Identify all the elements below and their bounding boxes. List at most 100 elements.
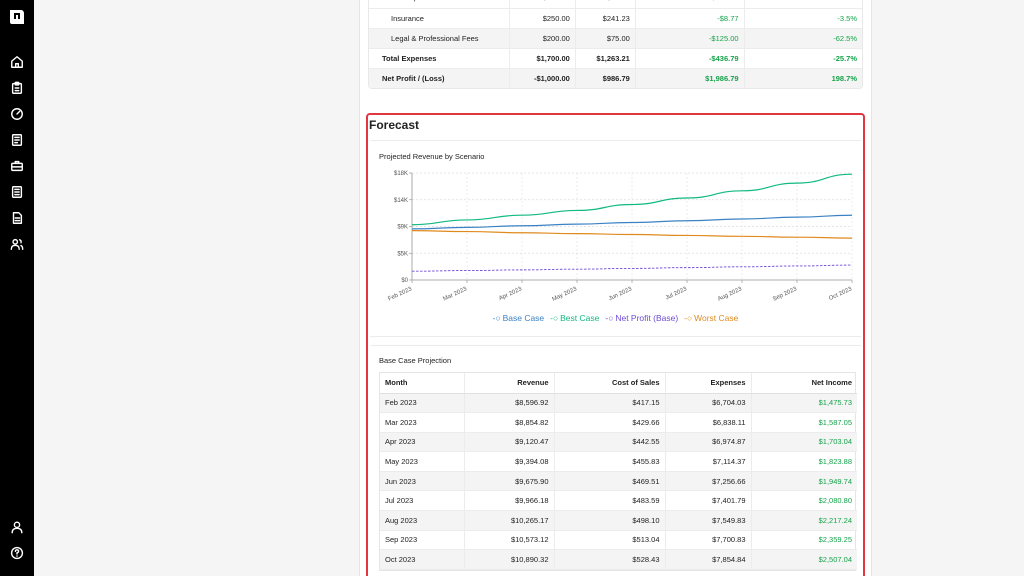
table-cell: $528.43 <box>554 549 666 570</box>
legend-line-marker-icon: -○ <box>605 313 614 323</box>
column-header[interactable]: Expenses <box>665 373 752 394</box>
table-row: Sep 2023 $10,573.12 $513.04 $7,700.83 $2,359… <box>380 530 857 551</box>
x-tick-label: Sep 2023 <box>772 286 798 303</box>
briefcase-icon[interactable] <box>10 159 24 173</box>
table-cell: $6,704.03 <box>665 393 752 414</box>
table-row: Mar 2023 $8,854.82 $429.66 $6,838.11 $1,587.… <box>380 412 857 433</box>
column-header[interactable]: Revenue <box>464 373 555 394</box>
home-icon[interactable] <box>10 55 24 69</box>
series-line-base-case <box>411 214 853 230</box>
table-cell: $2,359.25 <box>751 530 857 551</box>
table-row: May 2023 $9,394.08 $455.83 $7,114.37 $1,823.… <box>380 451 857 472</box>
legend-line-marker-icon: -○ <box>550 313 559 323</box>
table-cell: Apr 2023 <box>380 432 465 453</box>
clipboard-icon[interactable] <box>10 81 24 95</box>
y-tick-label: $9K <box>397 225 408 231</box>
gauge-icon[interactable] <box>10 107 24 121</box>
file-text-icon[interactable] <box>10 211 24 225</box>
document-icon[interactable] <box>10 185 24 199</box>
projection-title: Base Case Projection <box>379 356 452 365</box>
legend-item[interactable]: -○ Base Case <box>493 313 545 323</box>
table-cell: $455.83 <box>554 451 666 472</box>
pl-row: Total Expenses $1,700.00 $1,263.21 -$436.79… <box>369 48 862 69</box>
table-cell: $513.04 <box>554 530 666 551</box>
table-cell: $7,854.84 <box>665 549 752 570</box>
help-icon[interactable] <box>10 546 24 560</box>
pl-cell-actual: $1,263.21 <box>575 48 636 69</box>
table-cell: $1,475.73 <box>751 393 857 414</box>
table-cell: $1,703.04 <box>751 432 857 453</box>
y-tick-label: $14K <box>394 198 408 204</box>
pl-cell-budget: -$1,000.00 <box>509 68 576 88</box>
x-tick-label: Oct 2023 <box>828 286 853 302</box>
table-cell: $8,854.82 <box>464 412 555 433</box>
table-cell: $7,114.37 <box>665 451 752 472</box>
pl-cell-variance: -$8.77 <box>635 8 745 29</box>
column-header[interactable]: Month <box>380 373 465 394</box>
sidebar <box>0 0 34 576</box>
x-tick-label: Jun 2023 <box>608 286 634 302</box>
table-cell: $9,394.08 <box>464 451 555 472</box>
y-tick-label: $18K <box>394 171 408 177</box>
pl-cell-percent: 198.7% <box>744 68 862 88</box>
pl-cell-label: Net Profit / (Loss) <box>369 68 510 88</box>
table-row: Feb 2023 $8,596.92 $417.15 $6,704.03 $1,475.… <box>380 393 857 414</box>
pl-cell-percent: -25.7% <box>744 48 862 69</box>
chart-title: Projected Revenue by Scenario <box>379 152 485 161</box>
table-row: Oct 2023 $10,890.32 $528.43 $7,854.84 $2,507… <box>380 549 857 570</box>
pl-cell-percent: -86.6% <box>744 0 862 9</box>
x-tick-label: Jul 2023 <box>665 286 689 301</box>
legend-item[interactable]: -○ Net Profit (Base) <box>605 313 678 323</box>
revenue-scenario-chart: $0 $5K $9K $14K $18K Feb 2023 Mar 2023 Apr 2023… <box>387 171 853 303</box>
table-cell: $1,823.88 <box>751 451 857 472</box>
pl-row: Job Expenses$350.00$46.98-$303.02-86.6% <box>369 0 862 9</box>
series-line-worst-case <box>411 230 853 239</box>
table-cell: May 2023 <box>380 451 465 472</box>
table-cell: $9,675.90 <box>464 471 555 492</box>
table-row: Jun 2023 $9,675.90 $469.51 $7,256.66 $1,949.… <box>380 471 857 492</box>
column-header[interactable]: Net Income <box>751 373 857 394</box>
pl-cell-budget: $1,700.00 <box>509 48 576 69</box>
legend-label: Base Case <box>502 313 545 323</box>
user-icon[interactable] <box>10 520 24 534</box>
x-tick-label: Apr 2023 <box>498 286 523 302</box>
table-cell: $2,080.80 <box>751 490 857 512</box>
pl-cell-label: Legal & Professional Fees <box>369 28 510 49</box>
table-cell: Jun 2023 <box>380 471 465 492</box>
table-cell: $10,265.17 <box>464 510 555 531</box>
column-header[interactable]: Cost of Sales <box>554 373 666 394</box>
legend-item[interactable]: -○ Best Case <box>550 313 599 323</box>
table-row: Aug 2023 $10,265.17 $498.10 $7,549.83 $2,217… <box>380 510 857 531</box>
table-cell: Jul 2023 <box>380 490 465 512</box>
y-tick-label: $0 <box>401 278 408 284</box>
pl-cell-percent: -3.5% <box>744 8 862 29</box>
legend-item[interactable]: -○ Worst Case <box>684 313 738 323</box>
table-cell: Aug 2023 <box>380 510 465 531</box>
series-line-net-profit-base <box>411 264 853 272</box>
receipt-icon[interactable] <box>10 133 24 147</box>
pl-row: Net Profit / (Loss) -$1,000.00 $986.79 $1,9… <box>369 68 862 88</box>
table-cell: $498.10 <box>554 510 666 531</box>
logo-icon[interactable] <box>8 8 26 26</box>
revenue-chart-card: Projected Revenue by Scenario $0 $5K $9K $1… <box>370 140 861 337</box>
table-cell: $9,966.18 <box>464 490 555 512</box>
pl-cell-budget: $350.00 <box>509 0 576 9</box>
pl-cell-budget: $200.00 <box>509 28 576 49</box>
pl-cell-actual: $986.79 <box>575 68 636 88</box>
x-tick-label: May 2023 <box>551 286 578 303</box>
profit-loss-card: Job Expenses$350.00$46.98-$303.02-86.6%I… <box>368 0 863 89</box>
table-cell: $7,549.83 <box>665 510 752 531</box>
table-cell: $10,890.32 <box>464 549 555 570</box>
forecast-title: Forecast <box>369 118 420 132</box>
table-row: Apr 2023 $9,120.47 $442.55 $6,974.87 $1,703.… <box>380 432 857 453</box>
pl-row: Legal & Professional Fees $200.00 $75.00 -$… <box>369 28 862 49</box>
pl-cell-actual: $241.23 <box>575 8 636 29</box>
legend-label: Net Profit (Base) <box>615 313 679 323</box>
y-tick-label: $5K <box>397 251 408 257</box>
table-cell: $469.51 <box>554 471 666 492</box>
x-tick-label: Mar 2023 <box>442 286 468 302</box>
forecast-panel: Forecast Projected Revenue by Scenario $… <box>366 113 865 576</box>
table-cell: $2,507.04 <box>751 549 857 570</box>
users-icon[interactable] <box>10 237 24 251</box>
table-cell: $8,596.92 <box>464 393 555 414</box>
